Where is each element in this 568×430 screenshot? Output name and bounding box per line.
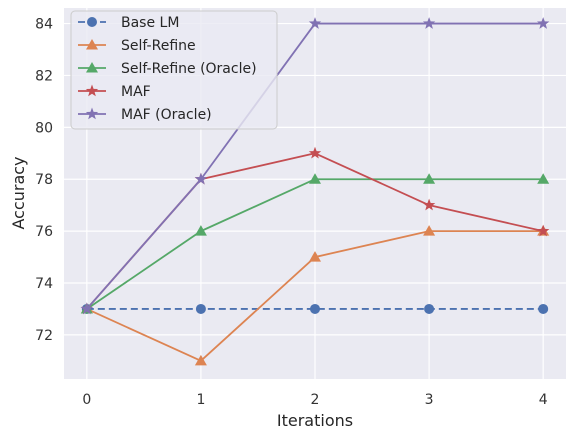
legend-marker — [86, 62, 98, 73]
y-tick-label: 84 — [35, 17, 53, 33]
y-tick-label: 76 — [35, 224, 53, 240]
data-point — [194, 354, 207, 366]
data-point — [309, 173, 321, 184]
legend-item: Self-Refine — [78, 38, 196, 54]
data-point — [194, 225, 207, 236]
legend: Base LM Self-Refine Self-Refine (Oracle) MA… — [70, 10, 278, 130]
data-point — [308, 17, 322, 29]
data-point — [537, 224, 550, 237]
legend-label: MAF (Oracle) — [121, 107, 212, 123]
series-self-refine-oracle — [80, 173, 550, 314]
y-tick-label: 78 — [35, 172, 53, 188]
data-point — [80, 302, 93, 315]
data-point — [424, 303, 435, 314]
y-tick-label: 80 — [35, 120, 53, 136]
legend-label: Base LM — [121, 15, 179, 31]
data-point — [537, 17, 550, 29]
x-tick-label: 3 — [425, 392, 434, 408]
series-maf-oracle — [80, 17, 550, 315]
data-point — [422, 198, 436, 211]
legend-marker — [87, 17, 97, 27]
legend-box — [70, 10, 278, 130]
legend-label: MAF — [121, 84, 151, 100]
y-tick-label: 72 — [35, 328, 53, 344]
grid-lines — [64, 8, 566, 379]
legend-item: MAF — [78, 84, 151, 100]
x-tick-label: 1 — [196, 392, 205, 408]
data-point — [310, 303, 320, 314]
x-tick-label: 2 — [311, 392, 320, 408]
legend-item: Self-Refine (Oracle) — [78, 61, 257, 77]
data-point — [195, 303, 206, 314]
data-point — [423, 225, 436, 236]
data-point — [194, 172, 208, 185]
data-point — [422, 17, 436, 29]
tick-labels: 0 1 2 3 4 72 74 76 78 80 82 84 — [35, 17, 548, 408]
data-point — [309, 251, 321, 262]
legend-item: Base LM — [78, 15, 179, 31]
data-point — [423, 173, 436, 184]
x-tick-label: 4 — [539, 392, 548, 408]
x-tick-label: 0 — [82, 392, 91, 408]
y-axis-label: Accuracy — [9, 156, 28, 229]
data-point — [538, 303, 549, 314]
legend-marker — [86, 39, 98, 50]
x-axis-label: Iterations — [277, 411, 353, 430]
data-point — [308, 146, 322, 159]
series-layer — [80, 17, 550, 366]
y-tick-label: 82 — [35, 68, 53, 84]
legend-label: Self-Refine (Oracle) — [121, 61, 257, 77]
data-point — [537, 173, 550, 184]
y-tick-label: 74 — [35, 276, 53, 292]
legend-marker — [85, 107, 99, 120]
legend-label: Self-Refine — [121, 38, 196, 54]
legend-item: MAF (Oracle) — [78, 107, 212, 123]
legend-marker — [85, 84, 99, 97]
